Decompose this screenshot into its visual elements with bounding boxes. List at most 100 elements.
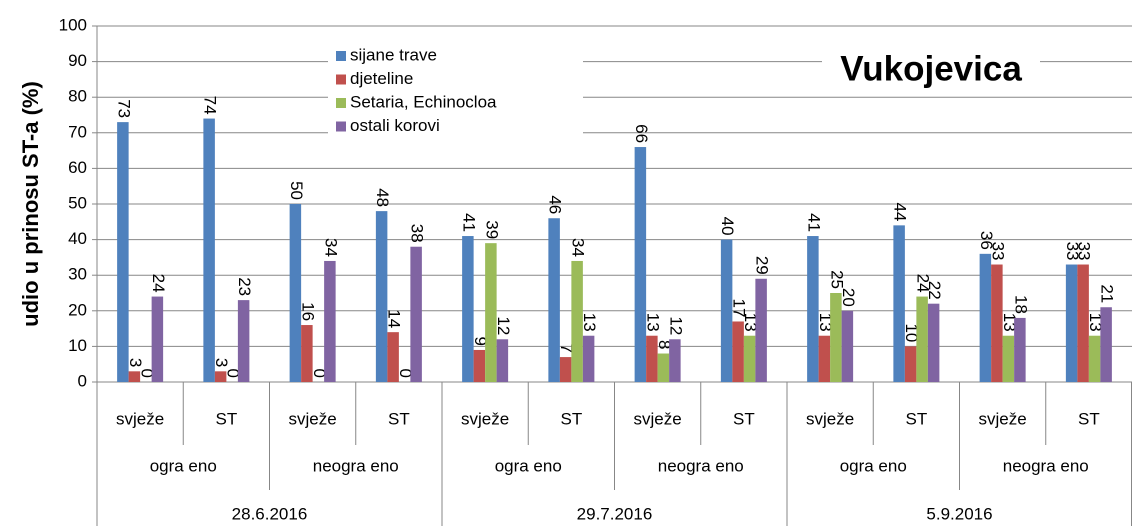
bar [1014,317,1026,382]
bar [571,260,583,382]
y-tick-label: 40 [68,229,87,248]
data-label: 25 [827,270,846,289]
x-tick-label: svježe [979,409,1027,428]
x-tick-label: svježe [806,409,854,428]
bar [657,353,670,382]
subgroup-label: neogra eno [313,456,399,475]
data-label: 41 [804,213,823,232]
data-label: 34 [321,238,340,257]
x-tick-label: svježe [634,409,682,428]
bar [743,335,756,382]
data-label: 17 [730,299,749,318]
y-tick-label: 60 [68,158,87,177]
data-label: 40 [718,217,737,236]
bar [289,204,302,382]
x-tick-label: svježe [289,409,337,428]
bar [991,264,1003,382]
bar [904,346,917,382]
data-label: 36 [977,231,996,250]
data-label: 0 [310,369,329,378]
data-label: 66 [632,124,651,143]
bar [830,293,842,382]
bar [485,243,497,382]
x-tick-label: svježe [116,409,164,428]
y-tick-label: 20 [68,300,87,319]
bar [237,300,250,382]
bar [916,296,928,382]
y-tick-label: 90 [68,51,87,70]
bar [755,278,767,382]
bar [473,349,486,382]
data-label: 0 [224,369,243,378]
legend-swatch [336,74,346,85]
bar [548,218,560,382]
bar [634,147,647,382]
data-label: 3 [126,358,145,367]
subgroup-label: ogra eno [840,456,907,475]
data-label: 24 [149,274,168,293]
bar [496,339,509,382]
subgroup-label: ogra eno [150,456,217,475]
x-tick-label: svježe [461,409,509,428]
data-label: 50 [287,181,306,200]
bar [128,371,141,382]
y-tick-label: 50 [68,193,87,212]
legend-label: Setaria, Echinocloa [350,92,497,111]
data-label: 18 [1011,295,1030,314]
bar [375,211,388,382]
data-label: 7 [557,344,576,353]
bar [203,118,215,382]
bar [410,246,422,382]
x-tick-label: ST [733,409,755,428]
y-tick-label: 100 [59,15,87,34]
bar [462,236,474,382]
bar [324,260,336,382]
data-label: 14 [385,309,404,328]
annotation-bg [822,48,1040,94]
legend-label: djeteline [350,69,413,88]
bar [720,239,733,382]
data-label: 33 [988,242,1007,261]
data-label: 13 [643,313,662,332]
bar [732,321,744,382]
data-label: 23 [235,277,254,296]
data-label: 41 [459,213,478,232]
data-label: 20 [839,288,858,307]
data-label: 0 [396,369,415,378]
bar [927,303,940,382]
bar [979,253,992,382]
y-tick-label: 30 [68,265,87,284]
data-label: 46 [546,195,565,214]
data-label: 48 [373,188,392,207]
y-tick-label: 10 [68,336,87,355]
x-tick-label: ST [561,409,583,428]
bar [841,310,854,382]
bar [1100,307,1112,382]
annotation: Vukojevica [840,49,1022,88]
legend-swatch [336,98,346,108]
x-tick-label: ST [906,409,928,428]
legend-bg [328,42,583,140]
bar [117,122,129,383]
data-label: 74 [201,96,220,115]
data-label: 29 [753,256,772,275]
subgroup-label: ogra eno [495,456,562,475]
bar [151,296,164,382]
x-tick-label: ST [216,409,238,428]
group-label: 5.9.2016 [926,504,992,523]
bar [214,371,227,382]
legend-swatch [336,121,346,132]
legend-label: ostali korovi [350,116,440,135]
data-label: 38 [408,224,427,243]
data-label: 12 [666,316,685,335]
bar [646,335,658,382]
group-label: 28.6.2016 [232,504,308,523]
bar [807,236,819,382]
y-axis-label: udio u prinosu ST-a (%) [18,81,43,327]
group-label: 29.7.2016 [577,504,653,523]
data-label: 12 [494,316,513,335]
x-tick-label: ST [388,409,410,428]
data-label: 34 [569,238,588,257]
data-label: 9 [471,336,490,345]
